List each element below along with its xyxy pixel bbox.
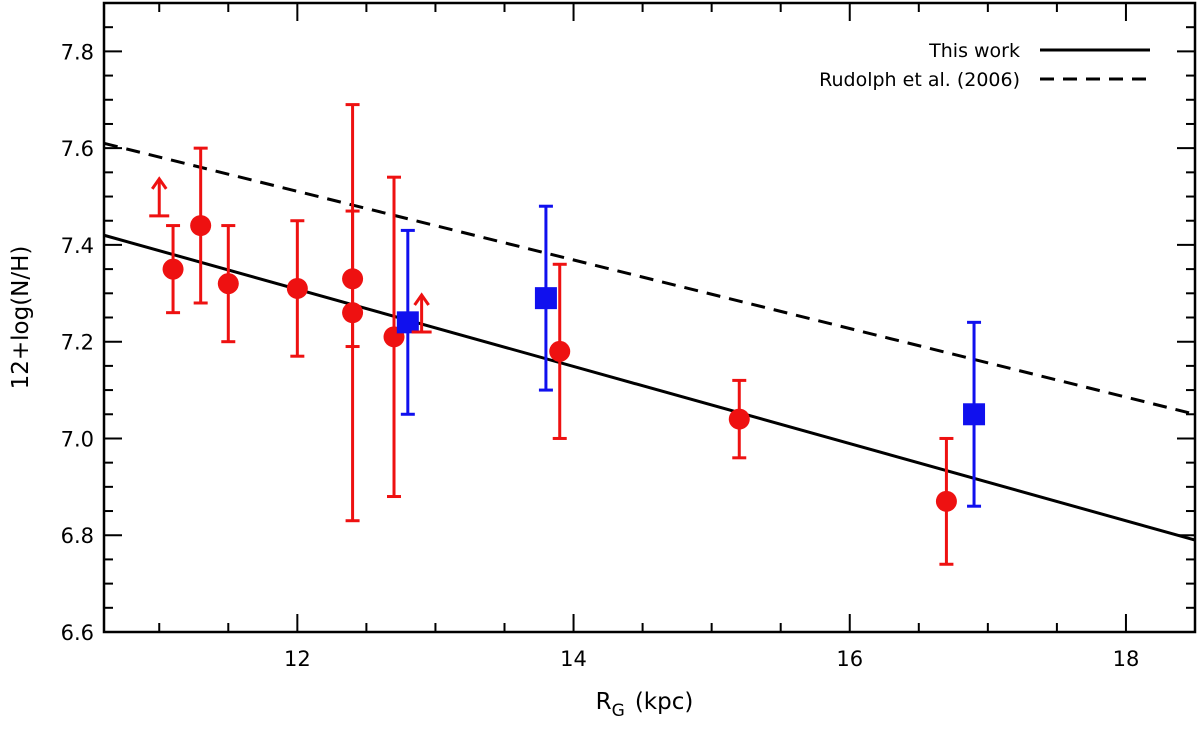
y-tick-label: 7.4 (61, 234, 94, 258)
x-axis-title-main: R (596, 689, 612, 715)
y-tick-label: 6.8 (61, 524, 94, 548)
data-point-circle (549, 340, 571, 362)
y-tick-label: 7.0 (61, 427, 94, 451)
labels-layer: 12 14 16 18 6.6 6.8 7.0 7.2 7.4 7.6 7.8 (61, 40, 1140, 671)
x-tick-label: 16 (836, 647, 863, 671)
y-axis-title: 12+log(N/H) (8, 246, 34, 390)
data-point-circle (342, 268, 364, 290)
data-point-circle (342, 302, 364, 324)
x-axis-title-subscript: G (612, 701, 625, 721)
data-point-circle (217, 273, 239, 295)
points-layer (149, 103, 986, 566)
y-tick-label: 7.2 (61, 331, 94, 355)
plot-frame (102, 1, 1197, 634)
legend-label-this-work: This work (928, 40, 1020, 62)
legend: This work Rudolph et al. (2006) (819, 40, 1150, 91)
data-point-circle (162, 258, 184, 280)
legend-label-rudolph: Rudolph et al. (2006) (819, 69, 1020, 91)
x-tick-label: 14 (560, 647, 587, 671)
data-point-circle (935, 490, 957, 512)
fit-line-rudolph (103, 141, 1196, 416)
data-point-square (963, 403, 986, 426)
y-tick-label: 6.6 (61, 621, 94, 645)
data-point-circle (286, 277, 308, 299)
x-tick-label: 18 (1113, 647, 1140, 671)
data-point-square (396, 311, 419, 334)
data-point-circle (190, 215, 212, 237)
lower-limit-arrowhead (413, 292, 430, 306)
fit-line-this-work (103, 233, 1196, 542)
y-tick-label: 7.6 (61, 137, 94, 161)
data-point-square (534, 287, 557, 310)
x-axis-title-unit: (kpc) (635, 689, 694, 715)
x-axis-title: RG (kpc) (596, 689, 694, 721)
x-tick-label: 12 (284, 647, 311, 671)
fits-layer (103, 141, 1196, 542)
data-point-circle (728, 408, 750, 430)
ticks-layer (104, 2, 1196, 633)
y-tick-label: 7.8 (61, 40, 94, 64)
lower-limit-arrowhead (151, 176, 168, 190)
